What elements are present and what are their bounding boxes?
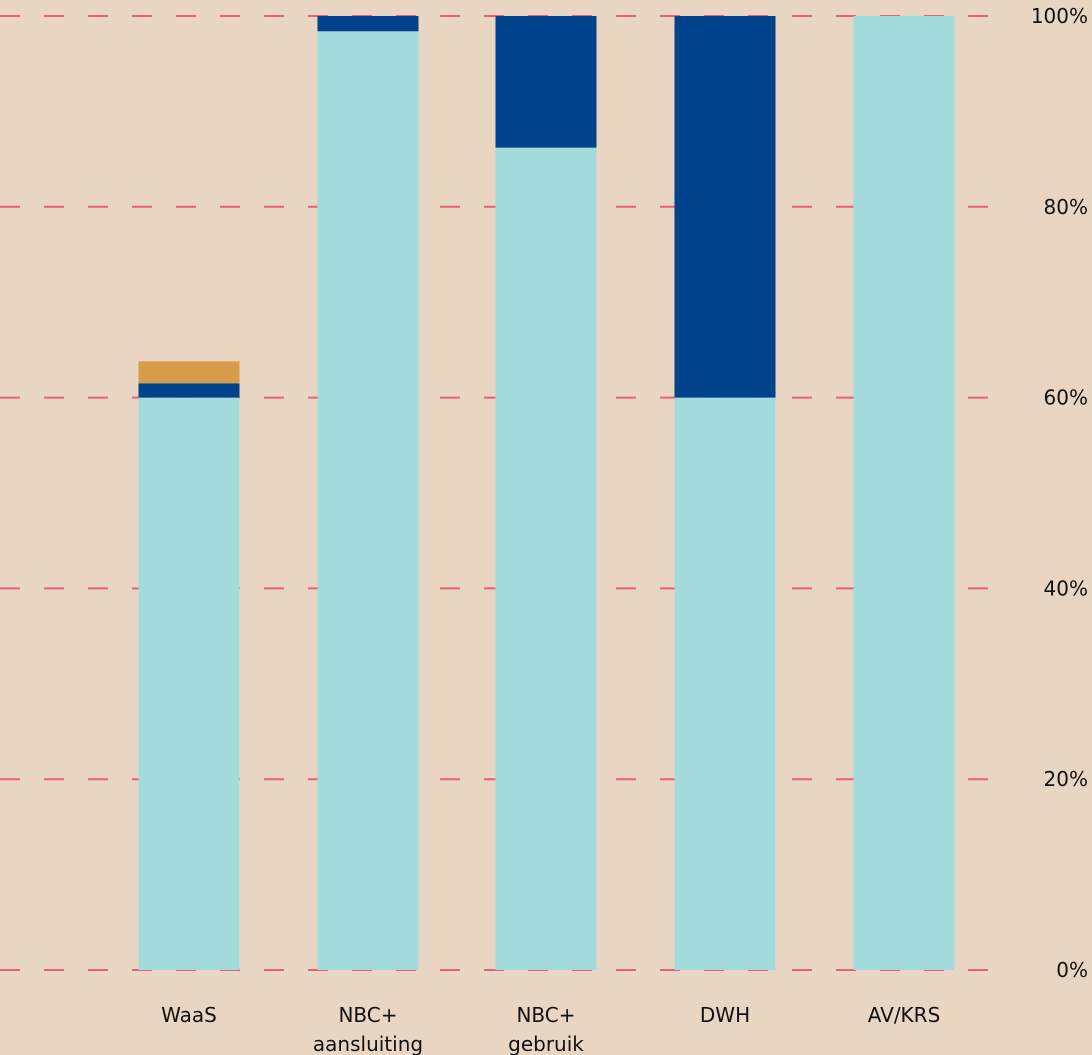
gridlines <box>0 15 1012 971</box>
x-category-label-line: DWH <box>700 1003 750 1027</box>
x-category-label-line: AV/KRS <box>868 1003 941 1027</box>
x-category-label: NBC+ aansluiting <box>313 1003 423 1055</box>
bar-segment-1-series-0 <box>317 31 419 971</box>
x-category-label-line: gebruik <box>508 1032 584 1055</box>
bar-segment-2-series-0 <box>495 147 597 971</box>
y-tick-label: 80% <box>1044 195 1088 219</box>
bar-segment-2-series-1 <box>495 16 597 148</box>
y-tick-label: 0% <box>1056 958 1088 982</box>
x-category-label: WaaS <box>161 1003 217 1027</box>
y-tick-label: 60% <box>1044 386 1088 410</box>
y-tick-label: 20% <box>1044 767 1088 791</box>
bar-segment-1-series-1 <box>317 16 419 32</box>
x-axis-category-labels: WaaS NBC+ aansluiting NBC+ gebruik DWH AV/KRS <box>161 1003 940 1055</box>
x-category-label: AV/KRS <box>868 1003 941 1027</box>
bar-segment-0-series-2 <box>138 361 240 384</box>
bar-segment-0-series-0 <box>138 397 240 971</box>
x-category-label: NBC+ gebruik <box>508 1003 584 1055</box>
bar-segment-3-series-1 <box>674 16 776 398</box>
y-tick-label: 40% <box>1044 576 1088 600</box>
y-tick-label: 100% <box>1031 4 1088 28</box>
x-category-label: DWH <box>700 1003 750 1027</box>
bars <box>138 16 955 971</box>
x-category-label-line: WaaS <box>161 1003 217 1027</box>
x-category-label-line: aansluiting <box>313 1032 423 1055</box>
x-category-label-line: NBC+ <box>516 1003 575 1027</box>
y-axis-tick-labels: 0% 20% 40% 60% 80% 100% <box>1031 4 1088 982</box>
x-category-label-line: NBC+ <box>338 1003 397 1027</box>
bar-segment-3-series-0 <box>674 397 776 971</box>
bar-segment-0-series-1 <box>138 383 240 398</box>
bar-segment-4-series-0 <box>853 16 955 970</box>
